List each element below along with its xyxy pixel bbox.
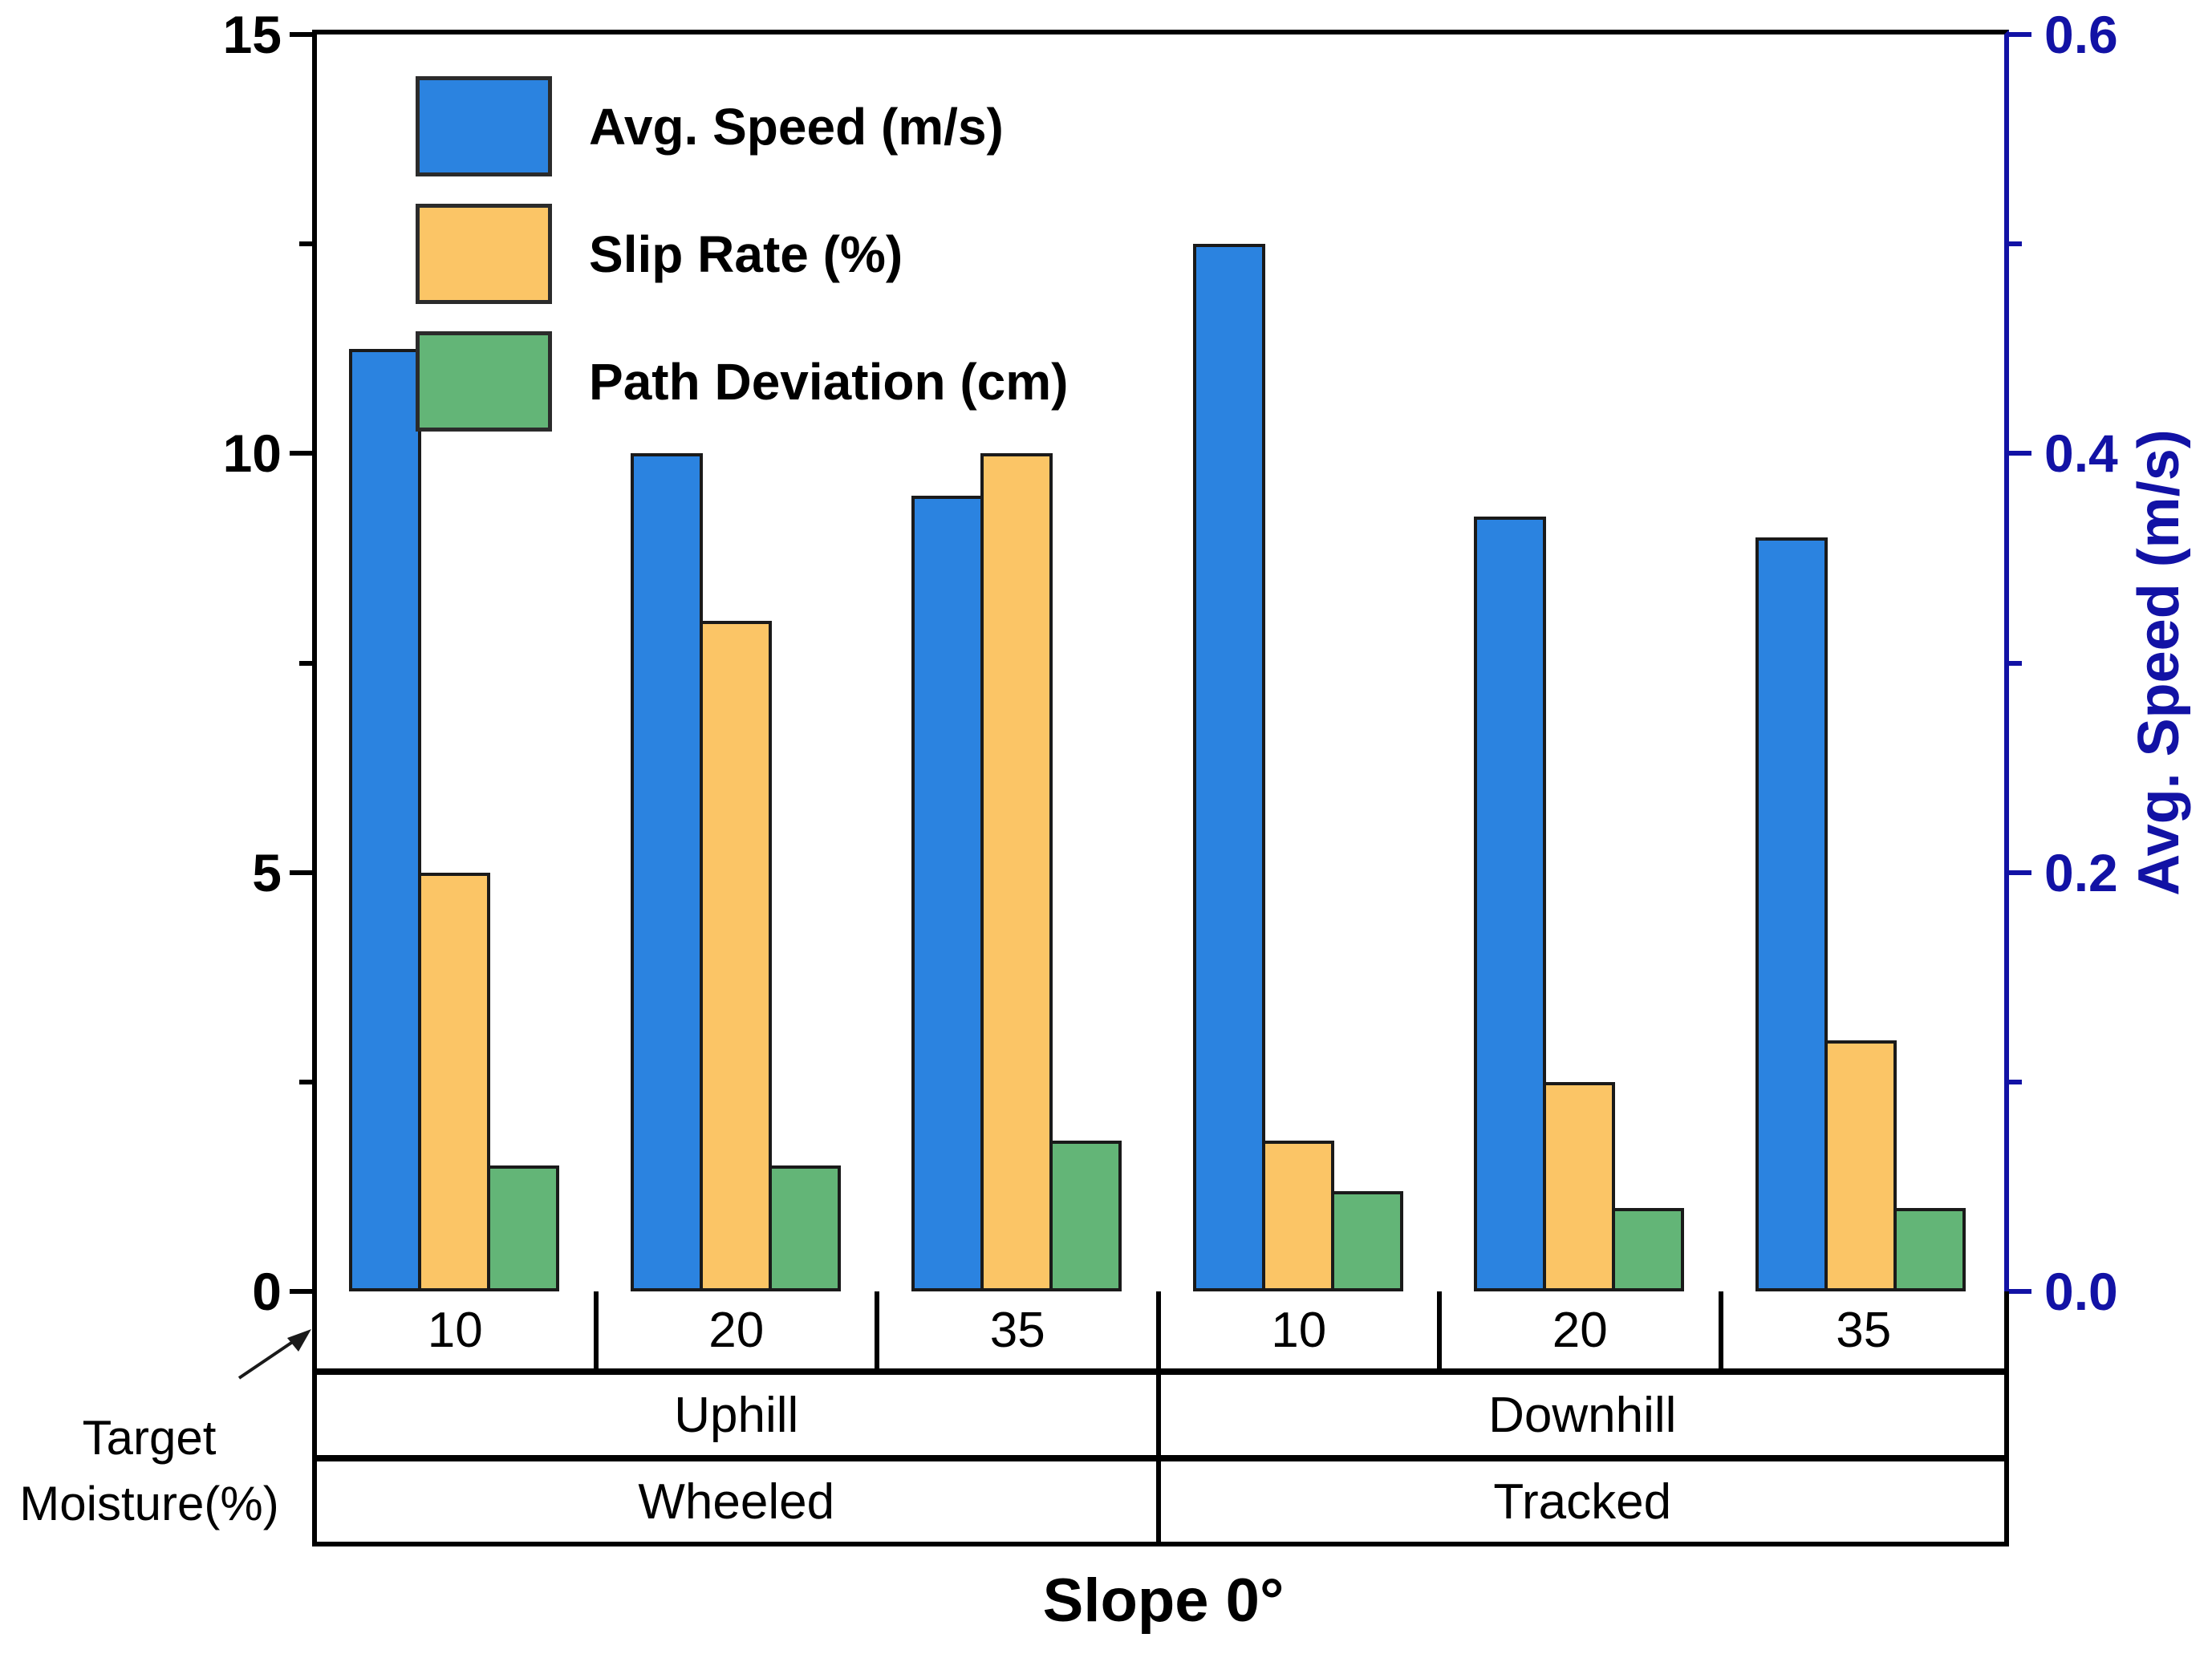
moisture-cell-3: 35	[879, 1291, 1161, 1368]
moisture-cell-5: 20	[1442, 1291, 1723, 1368]
locomotion-row: Wheeled Tracked	[317, 1461, 2004, 1542]
bar-avg-g6	[1755, 537, 1828, 1291]
plot-canvas	[317, 34, 2004, 1291]
bar-slip-g5	[1543, 1082, 1616, 1291]
left-major-tick-5	[290, 870, 312, 875]
category-table: 10 20 35 10 20 35 Uphill Downhill Wheeled Track…	[312, 1291, 2009, 1546]
speed-swatch	[416, 76, 552, 176]
left-tick-label-5: 5	[252, 842, 282, 902]
bar-path-g6	[1893, 1208, 1966, 1291]
plot-area	[312, 30, 2009, 1298]
caption-arrow-icon	[237, 1329, 311, 1380]
direction-row: Uphill Downhill	[317, 1375, 2004, 1461]
bar-path-g5	[1612, 1208, 1685, 1291]
right-major-tick-0.4	[2009, 451, 2031, 456]
chart-title: Slope 0°	[1042, 1567, 1285, 1635]
right-minor-tick-0.5	[2009, 241, 2022, 247]
slip-swatch	[416, 204, 552, 304]
bar-path-g4	[1330, 1191, 1403, 1291]
moisture-cell-4: 10	[1161, 1291, 1442, 1368]
legend-item-deviation: Path Deviation (cm)	[416, 331, 1068, 432]
bar-slip-g1	[418, 873, 491, 1291]
legend-label-slip: Slip Rate (%)	[589, 225, 903, 283]
bar-avg-g3	[911, 496, 984, 1291]
bar-avg-g1	[349, 349, 422, 1291]
bar-group-4	[1192, 244, 1403, 1291]
bar-path-g1	[487, 1165, 560, 1291]
left-minor-tick-7.5	[299, 660, 312, 666]
bar-group-3	[911, 453, 1122, 1291]
locomotion-cell-2: Tracked	[1493, 1474, 1672, 1530]
legend-label-deviation: Path Deviation (cm)	[589, 352, 1069, 411]
right-axis-title: Avg. Speed (m/s)	[2127, 429, 2191, 896]
left-major-tick-15	[290, 32, 312, 37]
right-major-tick-0	[2009, 1289, 2031, 1294]
left-major-tick-10	[290, 451, 312, 456]
legend-item-speed: Avg. Speed (m/s)	[416, 76, 1068, 176]
moisture-cell-6: 35	[1836, 1302, 1892, 1358]
row-caption-line2: Moisture(%)	[19, 1477, 279, 1530]
right-tick-label-0: 0.0	[2044, 1262, 2118, 1321]
legend: Avg. Speed (m/s) Slip Rate (%) Path Devi…	[416, 76, 1068, 459]
deviation-swatch	[416, 331, 552, 432]
moisture-row: 10 20 35 10 20 35	[317, 1291, 2004, 1375]
bar-group-5	[1474, 517, 1685, 1291]
left-minor-tick-12.5	[299, 241, 312, 247]
bar-slip-g4	[1261, 1141, 1334, 1291]
right-tick-label-0.6: 0.6	[2044, 5, 2118, 64]
moisture-cell-2: 20	[599, 1291, 879, 1368]
direction-cell-2: Downhill	[1488, 1387, 1677, 1443]
bar-group-6	[1755, 537, 1966, 1291]
right-minor-tick-0.1	[2009, 1079, 2022, 1084]
bar-group-1	[349, 349, 560, 1291]
moisture-cell-1: 10	[317, 1291, 599, 1368]
bar-group-2	[630, 453, 841, 1291]
left-minor-tick-2.5	[299, 1079, 312, 1084]
bar-slip-g3	[980, 453, 1053, 1291]
right-tick-label-0.2: 0.2	[2044, 842, 2118, 902]
bar-path-g2	[768, 1165, 841, 1291]
bar-avg-g2	[630, 453, 703, 1291]
right-tick-label-0.4: 0.4	[2044, 424, 2118, 484]
left-tick-label-10: 10	[222, 424, 282, 484]
left-tick-label-15: 15	[222, 5, 282, 64]
left-major-tick-0	[290, 1289, 312, 1294]
right-minor-tick-0.3	[2009, 660, 2022, 666]
left-tick-label-0: 0	[252, 1262, 282, 1321]
row-caption: Target Moisture(%)	[0, 1405, 298, 1537]
bar-avg-g4	[1192, 244, 1265, 1291]
legend-item-slip: Slip Rate (%)	[416, 204, 1068, 304]
bar-path-g3	[1049, 1141, 1122, 1291]
bar-slip-g6	[1824, 1040, 1897, 1291]
right-major-tick-0.2	[2009, 870, 2031, 875]
legend-label-speed: Avg. Speed (m/s)	[589, 97, 1004, 156]
bar-slip-g2	[699, 621, 772, 1291]
locomotion-cell-1: Wheeled	[317, 1461, 1161, 1542]
right-major-tick-0.6	[2009, 32, 2031, 37]
direction-cell-1: Uphill	[317, 1375, 1161, 1455]
bar-avg-g5	[1474, 517, 1547, 1291]
row-caption-line1: Target	[82, 1411, 217, 1465]
